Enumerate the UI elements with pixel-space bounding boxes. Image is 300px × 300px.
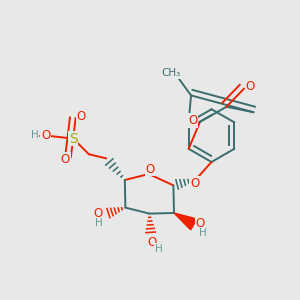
Text: S: S [69,132,78,145]
Text: O: O [188,114,197,127]
Text: H: H [94,218,102,228]
Text: H: H [31,130,39,140]
Text: O: O [196,217,205,230]
Text: O: O [41,129,50,142]
Text: CH₃: CH₃ [162,68,181,78]
Text: H: H [199,228,207,239]
Text: O: O [94,207,103,220]
Text: O: O [76,110,85,123]
Text: H: H [155,244,163,254]
Text: O: O [61,153,70,166]
Polygon shape [174,213,197,230]
Text: O: O [190,177,199,190]
Text: O: O [146,163,154,176]
Text: O: O [148,236,157,249]
Text: O: O [246,80,255,93]
